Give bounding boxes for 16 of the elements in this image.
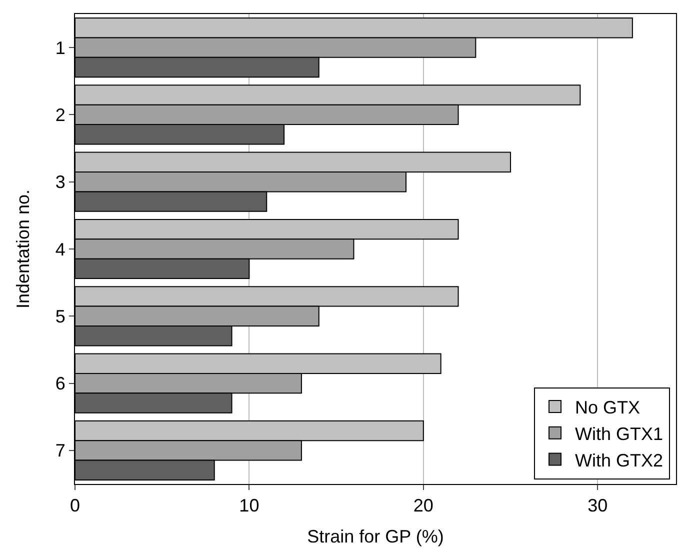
x-tick-label: 20 — [413, 496, 434, 516]
y-tick-label: 5 — [55, 306, 66, 326]
y-axis-title: Indentation no. — [13, 189, 33, 309]
x-axis-title: Strain for GP (%) — [307, 526, 444, 547]
x-tick-label: 30 — [588, 496, 608, 516]
y-tick-label: 1 — [55, 38, 66, 58]
y-tick-label: 2 — [55, 105, 66, 126]
legend-label: No GTX — [574, 398, 640, 418]
x-tick-label: 0 — [70, 496, 80, 516]
legend-label: With GTX2 — [574, 450, 664, 470]
legend-label: With GTX1 — [574, 424, 664, 444]
y-tick-label: 4 — [55, 239, 66, 260]
y-tick-label: 7 — [55, 440, 66, 461]
y-tick-label: 6 — [55, 374, 66, 394]
y-tick-label: 3 — [55, 172, 66, 192]
x-tick-label: 10 — [239, 496, 260, 516]
